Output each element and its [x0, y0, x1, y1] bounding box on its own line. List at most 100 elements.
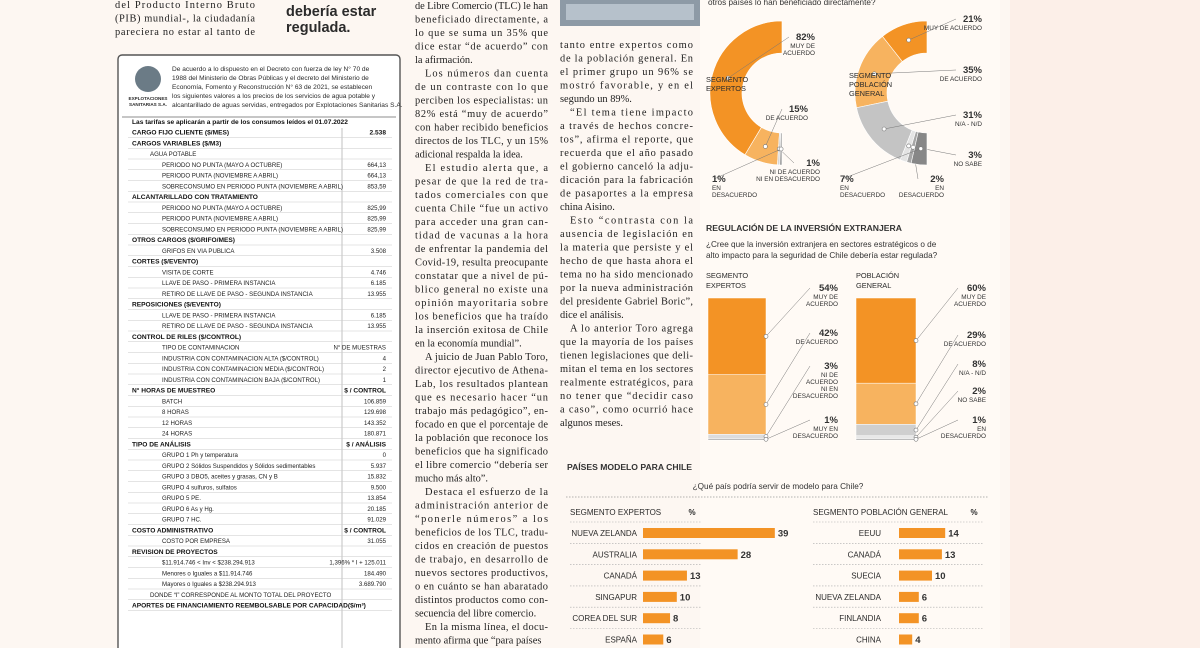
bar-value-label: 10: [680, 592, 691, 603]
bar-value-label: 14: [948, 529, 959, 540]
bar-category-label: FINLANDIA: [839, 614, 881, 623]
article-line: adicional respalda la idea.: [415, 150, 523, 161]
leader-line: [884, 114, 957, 130]
article-line: Destaca el esfuerzo de la: [425, 487, 548, 498]
stack-category-label: DESACUERDO: [793, 393, 838, 400]
leader-line: [874, 69, 957, 75]
bar-category-label: CANADÁ: [848, 550, 882, 559]
donut-category-label: EN: [840, 185, 849, 192]
donut-value-label: 1%: [806, 158, 820, 169]
table-row-label: SOBRECONSUMO EN PERIODO PUNTA (NOVIEMBRE…: [162, 183, 343, 190]
leader-line: [915, 390, 959, 438]
article-line: A lo anterior Toro agrega: [570, 324, 693, 335]
table-row-label: Menores o Iguales a $11.914.746: [162, 570, 253, 577]
table-row-label: GRUPO 3 DBO5, aceites y grasas, CN y B: [162, 474, 278, 481]
table-row-value: 664,13: [367, 173, 386, 180]
leader-dot: [763, 144, 768, 149]
table-row-value: 9.500: [371, 484, 387, 491]
article-line: tidad de vacunas a la hora: [415, 231, 548, 242]
article-line: de trabajo, en desarrollo de: [415, 555, 548, 566]
section-question: ¿Cree que la inversión extranjera en sec…: [706, 240, 937, 249]
table-row-value: 5.937: [371, 463, 387, 470]
article-line: tema no ha sido mencionado: [560, 270, 693, 281]
table-row-value: 13.854: [367, 495, 386, 502]
donut-category-label: N/A - N/D: [955, 121, 982, 128]
stack-category-label: MUY DE: [813, 294, 838, 301]
stacked-bar-segment: [707, 438, 767, 441]
leader-dot: [913, 338, 919, 343]
article-line: los beneficios que ha traído: [415, 312, 548, 323]
table-row-label: RETIRO DE LLAVE DE PASO - SEGUNDA INSTAN…: [162, 291, 314, 298]
table-section-title: CARGOS VARIABLES ($/M3): [132, 140, 221, 147]
donut-group-name: EXPERTOS: [706, 84, 746, 93]
table-row-value: 184.490: [364, 570, 387, 577]
donut-category-label: DE ACUERDO: [766, 115, 808, 122]
table-row-label: INDUSTRIA CON CONTAMINACION ALTA ($/CONT…: [162, 355, 319, 362]
leader-line: [765, 287, 811, 337]
article-line: cidos en creación de puestos: [415, 541, 548, 552]
stack-value-label: 2%: [972, 386, 986, 397]
notice-intro-line: De acuerdo a lo dispuesto en el Decreto …: [172, 65, 370, 73]
bar: [899, 613, 919, 624]
body-text-line: pareciera no estar al tanto de: [115, 27, 255, 38]
donut-category-label: NI EN DESACUERDO: [756, 176, 820, 183]
leader-line: [915, 334, 959, 404]
stacked-bar-segment: [707, 297, 767, 375]
donut-category-label: EN: [935, 185, 944, 192]
table-row-value: 129.698: [364, 409, 387, 416]
logo-text: SANITARIAS S.A.: [129, 102, 167, 107]
article-line: dice el análisis.: [560, 310, 624, 321]
stacked-bar-segment: [707, 374, 767, 435]
article-line: de un contraste con lo que: [415, 82, 548, 93]
table-row-label: BATCH: [162, 398, 182, 405]
photo-detail: [566, 4, 694, 20]
donut-category-label: NO SABE: [954, 161, 982, 168]
bar-value-label: 28: [741, 550, 752, 561]
table-section-value: 2.538: [369, 130, 386, 137]
article-line: opinión mayoritaria sobre: [415, 298, 548, 309]
table-row-value: 20.185: [367, 506, 386, 513]
table-row-label: LLAVE DE PASO - PRIMERA INSTANCIA: [162, 312, 276, 319]
leader-dot: [872, 71, 877, 77]
article-line: director ejecutivo de Athena-: [415, 366, 549, 377]
table-section-title: REPOSICIONES ($/EVENTO): [132, 302, 221, 309]
donut-value-label: 15%: [789, 104, 809, 115]
stack-value-label: 54%: [819, 283, 839, 294]
article-line: blico general no existe una: [415, 285, 548, 296]
article-line: beneficios de los TLC, tradu-: [415, 528, 549, 539]
table-row-label: VISITA DE CORTE: [162, 269, 214, 276]
bar-group-name: SEGMENTO EXPERTOS: [570, 508, 661, 517]
leader-line: [765, 332, 811, 405]
article-line: beneficios que ha significado: [415, 447, 548, 458]
table-row-value: 2: [383, 366, 387, 373]
table-section-value: $ / CONTROL: [344, 527, 386, 534]
table-row-value: 91.029: [367, 517, 386, 524]
body-text-line: del Producto Interno Bruto: [115, 0, 255, 11]
table-row-label: LLAVE DE PASO - PRIMERA INSTANCIA: [162, 280, 276, 287]
notice-intro-line: 1988 del Ministerio de Obras Públicas y …: [172, 75, 369, 82]
table-row-value: 0: [383, 452, 387, 459]
bar-value-label: 13: [690, 571, 701, 582]
table-section-value: $ / CONTROL: [344, 388, 386, 395]
table-section-title: CORTES ($/EVENTO): [132, 259, 198, 266]
article-line: tienen legislaciones que deli-: [560, 351, 694, 362]
article-line: El estudio alerta que, a: [425, 163, 548, 174]
bar: [643, 528, 775, 538]
company-logo: [135, 66, 161, 92]
stack-value-label: 1%: [824, 415, 838, 426]
donut-category-label: ACUERDO: [783, 50, 815, 57]
bar-value-label: 39: [778, 529, 789, 540]
article-line: china Aisino.: [560, 202, 615, 213]
bar: [899, 634, 913, 645]
leader-dot: [913, 436, 919, 442]
stack-category-label: EN: [977, 426, 986, 433]
leader-dot: [913, 427, 919, 433]
article-line: con haber recibido beneficios: [415, 123, 548, 134]
table-row-label: INDUSTRIA CON CONTAMINACION BAJA ($/CONT…: [162, 377, 320, 384]
article-line: nuevos sectores productivos,: [415, 568, 548, 579]
article-line: en la economía mundial”.: [415, 339, 522, 350]
article-line: mucho más alto”.: [415, 474, 488, 485]
table-row-value: 664,13: [367, 162, 386, 169]
stack-value-label: 1%: [972, 415, 986, 426]
article-line: no tener que “decidir caso: [560, 391, 693, 402]
